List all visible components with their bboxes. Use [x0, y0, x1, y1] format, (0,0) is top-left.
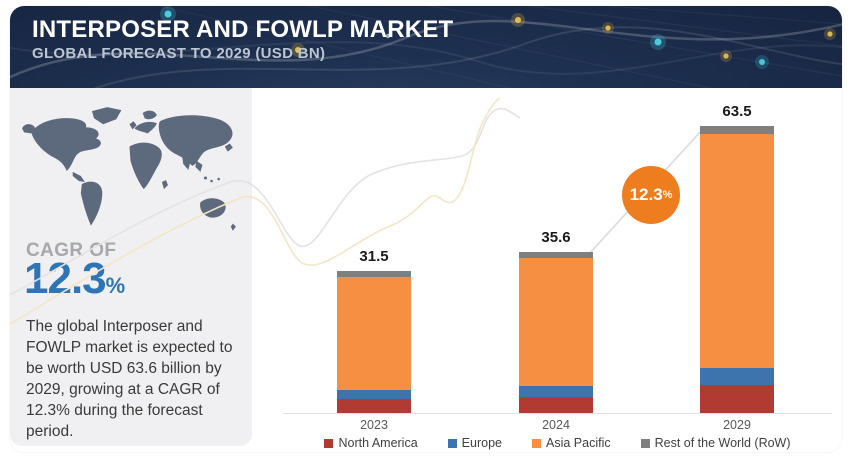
header-banner: INTERPOSER AND FOWLP MARKET GLOBAL FOREC…: [10, 6, 842, 88]
x-axis-line: [283, 413, 832, 414]
bar-total-label: 31.5: [359, 248, 389, 265]
bar-segment-europe: [337, 389, 411, 400]
bar-segment-asia-pacific: [519, 257, 593, 386]
bar-segment-north-america: [700, 384, 774, 413]
x-axis-tick-label: 2024: [542, 418, 570, 432]
cagr-badge-value: 12.3: [629, 185, 663, 204]
bar-segment-north-america: [337, 399, 411, 414]
legend-item-north-america: North America: [324, 436, 418, 450]
stacked-bar-chart: 31.5 2023 35.6 2024 63.5 2029 North America Eur…: [10, 6, 842, 452]
legend-swatch-icon: [324, 438, 334, 448]
bar-segment-europe: [519, 385, 593, 397]
bar-2029: [700, 126, 774, 413]
market-summary-text: The global Interposer and FOWLP market i…: [26, 318, 233, 441]
legend-label: North America: [338, 436, 418, 450]
network-background-graphic: [10, 6, 842, 88]
legend-swatch-icon: [640, 438, 650, 448]
legend-swatch-icon: [447, 438, 457, 448]
bar-total-label: 35.6: [541, 229, 571, 246]
bar-2023: [337, 271, 411, 414]
bar-total-label: 63.5: [722, 103, 752, 120]
bar-segment-asia-pacific: [700, 134, 774, 368]
x-axis-tick-label: 2029: [723, 418, 751, 432]
bar-segment-europe: [700, 367, 774, 385]
bar-segment-asia-pacific: [337, 276, 411, 390]
legend-label: Asia Pacific: [545, 436, 611, 450]
bar-2024: [519, 252, 593, 413]
glow-dot-teal: [160, 6, 769, 69]
legend-swatch-icon: [531, 438, 541, 448]
x-axis-tick-label: 2023: [360, 418, 388, 432]
legend-item-asia-pacific: Asia Pacific: [531, 436, 611, 450]
bar-segment-rest-of-the-world-row: [519, 252, 593, 258]
bar-segment-north-america: [519, 396, 593, 413]
bar-segment-rest-of-the-world-row: [700, 126, 774, 135]
page-title: INTERPOSER AND FOWLP MARKET: [32, 16, 454, 43]
legend-item-europe: Europe: [447, 436, 502, 450]
content-card: INTERPOSER AND FOWLP MARKET GLOBAL FOREC…: [10, 6, 842, 452]
legend-label: Europe: [461, 436, 502, 450]
legend-item-rest-of-the-world-row: Rest of the World (RoW): [640, 436, 791, 450]
page-subtitle: GLOBAL FORECAST TO 2029 (USD BN): [32, 44, 326, 62]
cagr-badge: 12.3%: [622, 166, 680, 224]
legend-label: Rest of the World (RoW): [654, 436, 791, 450]
chart-legend: North America Europe Asia Pacific Rest of t…: [283, 436, 832, 450]
glow-dot-yellow: [291, 13, 836, 62]
cagr-badge-percent: %: [662, 189, 673, 201]
